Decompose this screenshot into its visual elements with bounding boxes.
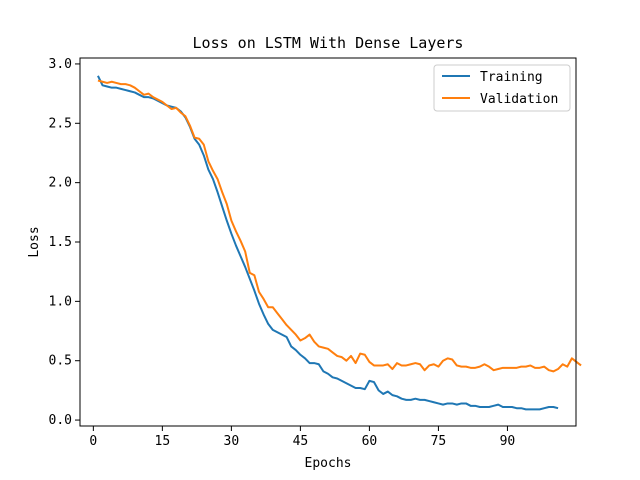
y-tick-label: 0.0 <box>49 413 72 428</box>
x-tick-label: 30 <box>224 434 240 449</box>
y-tick-label: 0.5 <box>49 354 72 369</box>
x-tick-label: 75 <box>431 434 447 449</box>
y-tick-label: 1.0 <box>49 294 72 309</box>
y-tick-label: 2.0 <box>49 176 72 191</box>
y-tick-label: 2.5 <box>49 116 72 131</box>
x-tick-label: 60 <box>362 434 378 449</box>
legend-label-training: Training <box>480 70 543 85</box>
series-line-validation <box>97 79 582 373</box>
x-tick-label: 15 <box>155 434 171 449</box>
x-tick-label: 90 <box>500 434 516 449</box>
y-axis: 0.0 0.5 1.0 1.5 2.0 2.5 3.0 <box>49 57 80 428</box>
chart-title: Loss on LSTM With Dense Layers <box>193 34 464 52</box>
y-tick-label: 1.5 <box>49 235 72 250</box>
y-axis-label: Loss <box>27 226 42 257</box>
series-layer <box>97 75 582 411</box>
legend-label-validation: Validation <box>480 92 558 107</box>
x-tick-label: 0 <box>89 434 97 449</box>
legend: Training Validation <box>433 64 571 112</box>
x-axis-label: Epochs <box>305 456 352 471</box>
x-tick-label: 45 <box>293 434 309 449</box>
x-axis: 0 15 30 45 60 75 90 <box>89 426 515 449</box>
y-tick-label: 3.0 <box>49 57 72 72</box>
